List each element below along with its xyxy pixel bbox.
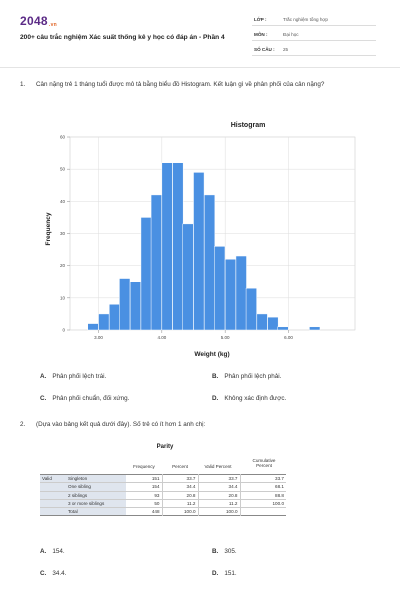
meta-value: Đại học: [283, 32, 299, 37]
histogram-bar: [235, 255, 247, 331]
y-tick-label: 60: [60, 135, 66, 140]
meta-key: MÔN :: [254, 32, 268, 37]
question-text: Cân nặng trẻ 1 tháng tuổi được mô tả bằn…: [36, 81, 325, 88]
histogram-bar: [172, 162, 184, 331]
group-label: Valid: [40, 474, 66, 483]
histogram-bar: [87, 323, 99, 331]
y-tick-label: 30: [60, 231, 66, 236]
histogram-bar: [193, 172, 205, 331]
page-header: 2048.vn 200+ câu trắc nghiệm Xác suất th…: [0, 0, 400, 68]
table-row: One sibling 154 34.4 34.4 68.1: [40, 482, 286, 492]
y-axis-label: Frequency: [45, 212, 52, 245]
cell-percent: 100.0: [162, 507, 199, 516]
x-axis-label: Weight (kg): [194, 351, 229, 358]
answer-option-a[interactable]: A. 154.: [40, 548, 65, 555]
histogram-bar: [204, 194, 216, 331]
meta-class: LỚP : Trắc nghiệm tổng hợp: [252, 13, 376, 26]
table-row: 2 siblings 93 20.8 20.8 88.8: [40, 491, 286, 500]
histogram-chart: Histogram 0 10 20 30 40 50 60 3.00 4.00 5.00 6.00…: [45, 122, 356, 358]
row-label: Total: [66, 507, 126, 516]
x-tick-label: 5.00: [221, 335, 230, 340]
cell-valid-percent: 20.8: [198, 491, 241, 500]
table-title: Parity: [156, 444, 174, 450]
histogram-bar: [182, 223, 194, 331]
answer-option-d[interactable]: D. Không xác định được.: [212, 395, 287, 402]
meta-value: 25: [283, 47, 289, 52]
cell-cumulative: 33.7: [275, 476, 284, 482]
x-tick-label: 4.00: [157, 335, 166, 340]
column-header: Frequency: [133, 464, 155, 469]
histogram-bar: [309, 326, 321, 331]
row-label: Singleton: [66, 474, 126, 483]
row-label: 3 or more siblings: [66, 499, 126, 508]
chart-title: Histogram: [231, 122, 266, 129]
cell-valid-percent: 34.4: [198, 482, 241, 492]
histogram-bar: [98, 313, 110, 331]
y-tick-label: 10: [60, 295, 66, 300]
table-row: 3 or more siblings 50 11.2 11.2 100.0: [40, 499, 286, 508]
cell-frequency: 151: [126, 474, 163, 483]
meta-key: LỚP :: [254, 17, 267, 22]
histogram-bar: [267, 316, 279, 331]
cell-percent: 11.2: [162, 499, 199, 508]
answer-option-c[interactable]: C. 34.4.: [40, 570, 67, 577]
histogram-bar: [140, 217, 152, 331]
histogram-bar: [214, 246, 226, 331]
cell-cumulative: 68.1: [275, 484, 284, 490]
x-tick-label: 6.00: [284, 335, 293, 340]
cell-cumulative: 88.8: [275, 492, 284, 498]
cell-percent: 33.7: [162, 474, 199, 483]
question-number: 2.: [20, 421, 26, 428]
question-number: 1.: [20, 81, 26, 88]
histogram-bar: [150, 194, 162, 331]
histogram-bar: [245, 287, 257, 331]
y-tick-label: 0: [62, 328, 65, 333]
row-label: One sibling: [66, 482, 126, 492]
y-tick-label: 20: [60, 263, 66, 268]
cell-frequency: 154: [126, 482, 163, 492]
table-row: Total 448 100.0 100.0: [40, 507, 286, 516]
histogram-bar: [256, 313, 268, 331]
histogram-bar: [129, 281, 141, 331]
cell-frequency: 448: [126, 507, 163, 516]
cell-percent: 34.4: [162, 482, 199, 492]
meta-subject: MÔN : Đại học: [252, 28, 376, 41]
parity-table: Valid Singleton 151 33.7 33.7 33.7 One s…: [40, 474, 286, 516]
histogram-bar: [277, 326, 289, 331]
histogram-bar: [119, 278, 131, 331]
answer-option-d[interactable]: D. 151.: [212, 570, 237, 577]
answer-option-b[interactable]: B. 305.: [212, 548, 237, 555]
x-tick-label: 3.00: [94, 335, 103, 340]
answer-option-b[interactable]: B. Phân phối lệch phải.: [212, 373, 282, 380]
histogram-bar: [161, 162, 173, 331]
cell-frequency: 50: [126, 499, 163, 508]
cell-percent: 20.8: [162, 491, 199, 500]
histogram-bar: [109, 304, 121, 331]
column-header: Valid Percent: [204, 464, 232, 469]
meta-question-count: SỐ CÂU : 25: [252, 43, 376, 56]
answer-option-c[interactable]: C. Phân phối chuẩn, đối xứng.: [40, 395, 130, 402]
meta-key: SỐ CÂU :: [254, 47, 275, 52]
row-label: 2 siblings: [66, 491, 126, 500]
cell-valid-percent: 100.0: [198, 507, 241, 516]
column-header: Percent: [172, 464, 188, 469]
y-tick-label: 40: [60, 199, 66, 204]
column-header: Cumulative Percent: [252, 458, 276, 469]
table-row: Valid Singleton 151 33.7 33.7 33.7: [40, 474, 286, 483]
cell-cumulative: 100.0: [272, 501, 285, 507]
answer-option-a[interactable]: A. Phân phối lệch trái.: [40, 373, 107, 380]
document-title: 200+ câu trắc nghiệm Xác suất thống kê y…: [20, 34, 225, 41]
question-text: (Dựa vào bảng kết quả dưới đây). Số trẻ …: [36, 421, 206, 428]
cell-valid-percent: 11.2: [198, 499, 241, 508]
histogram-bar: [224, 258, 236, 331]
y-tick-label: 50: [60, 167, 66, 172]
cell-valid-percent: 33.7: [198, 474, 241, 483]
cell-frequency: 93: [126, 491, 163, 500]
meta-value: Trắc nghiệm tổng hợp: [283, 17, 328, 22]
cell-cumulative: [240, 508, 286, 516]
site-logo[interactable]: 2048.vn: [20, 14, 58, 28]
